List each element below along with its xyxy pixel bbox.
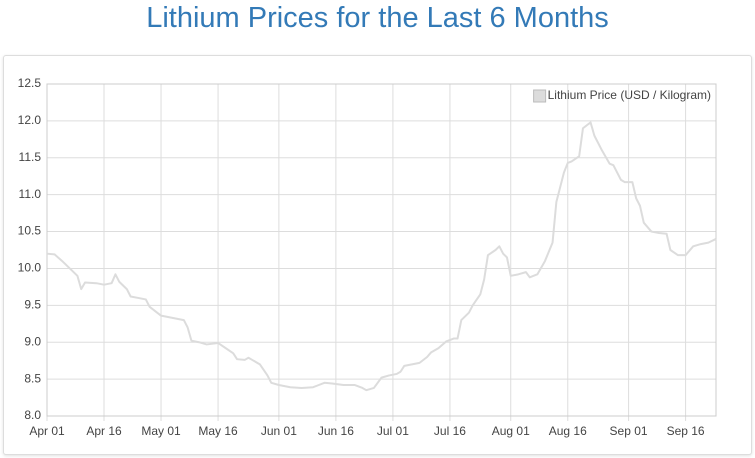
- x-tick-label: Aug 16: [549, 424, 587, 438]
- y-tick-label: 11.0: [19, 187, 42, 201]
- y-tick-label: 8.5: [24, 371, 41, 385]
- y-tick-label: 12.5: [18, 76, 42, 90]
- legend-swatch: [533, 89, 547, 103]
- y-tick-label: 9.5: [24, 298, 41, 312]
- y-tick-label: 11.5: [19, 150, 42, 164]
- line-series: [46, 121, 717, 392]
- x-tick-label: Jul 01: [377, 424, 409, 438]
- y-tick-label: 10.5: [18, 224, 42, 238]
- x-tick-label: May 16: [198, 424, 238, 438]
- x-tick-label: Apr 16: [86, 424, 122, 438]
- x-tick-label: May 01: [141, 424, 181, 438]
- x-tick-label: Sep 01: [610, 424, 648, 438]
- legend-label: Lithium Price (USD / Kilogram): [548, 88, 711, 102]
- plot-frame: [46, 83, 717, 417]
- chart-panel: [3, 55, 752, 455]
- y-tick-label: 8.0: [24, 408, 41, 422]
- x-tick-label: Jun 16: [318, 424, 354, 438]
- x-tick-label: Aug 01: [492, 424, 530, 438]
- y-tick-label: 12.0: [18, 113, 42, 127]
- x-tick-label: Apr 01: [29, 424, 65, 438]
- y-tick-label: 10.0: [18, 261, 42, 275]
- x-tick-label: Jul 16: [434, 424, 466, 438]
- x-tick-label: Sep 16: [667, 424, 705, 438]
- chart-title: Lithium Prices for the Last 6 Months: [146, 2, 609, 34]
- y-tick-label: 9.0: [24, 334, 41, 348]
- x-tick-label: Jun 01: [261, 424, 297, 438]
